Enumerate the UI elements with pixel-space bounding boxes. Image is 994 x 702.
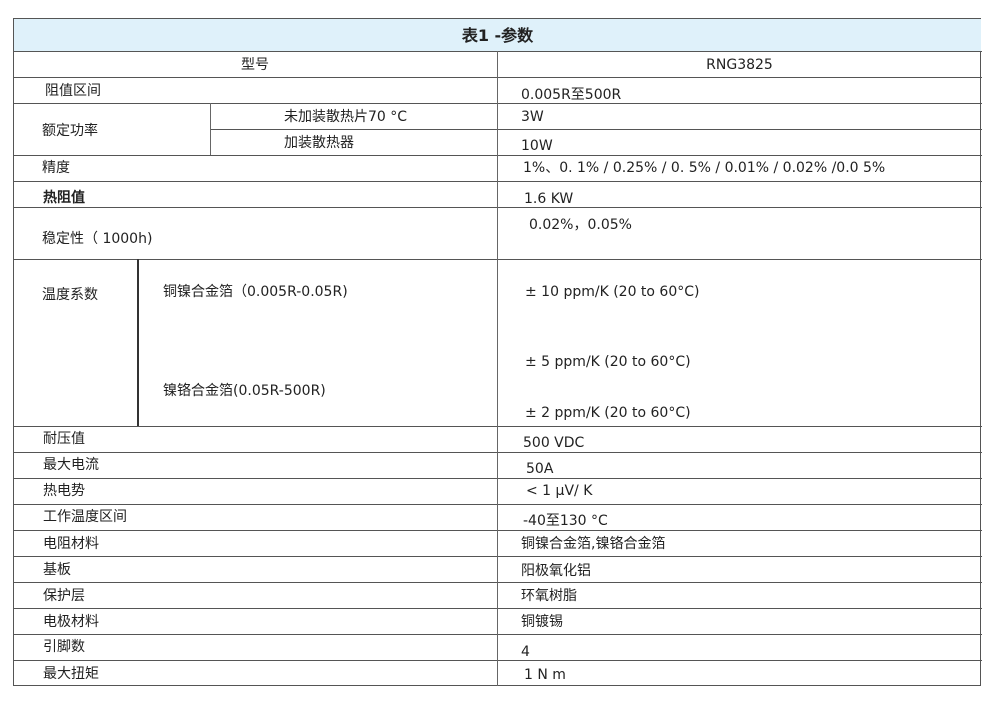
list-value: 50A [526, 461, 554, 477]
tcr-val2: ± 5 ppm/K (20 to 60°C) [525, 354, 691, 370]
power-sub1: 未加装散热片70 °C [284, 109, 408, 125]
list-label: 电阻材料 [43, 536, 99, 552]
list-value: 500 VDC [523, 435, 585, 451]
tcr-sub2: 镍铬合金箔(0.05R-500R) [163, 383, 326, 399]
range-label: 阻值区间 [45, 83, 101, 99]
list-value: 1 N m [524, 667, 566, 683]
column-divider [137, 259, 139, 426]
list-value: 阳极氧化铝 [521, 563, 591, 579]
list-label: 保护层 [43, 588, 85, 604]
list-label: 电极材料 [43, 614, 99, 630]
tcr-val3: ± 2 ppm/K (20 to 60°C) [525, 405, 691, 421]
list-label: 热电势 [43, 483, 85, 499]
list-value: 4 [521, 644, 530, 660]
thermal-label: 热阻值 [43, 190, 85, 206]
tcr-label: 温度系数 [42, 287, 98, 303]
list-label: 基板 [43, 562, 71, 578]
power-label: 额定功率 [42, 123, 98, 139]
table-title: 表1 -参数 [14, 19, 981, 51]
model-value: RNG3825 [706, 57, 773, 73]
list-label: 工作温度区间 [43, 509, 127, 525]
power-val2: 10W [521, 138, 553, 154]
list-value: 铜镀锡 [521, 614, 563, 630]
list-value: 环氧树脂 [521, 588, 577, 604]
precision-label: 精度 [42, 160, 70, 176]
column-divider [210, 103, 211, 155]
list-value: < 1 μV/ K [526, 483, 593, 499]
tcr-sub1: 铜镍合金箔（0.005R-0.05R) [163, 284, 348, 300]
list-value: 铜镍合金箔,镍铬合金箔 [521, 536, 666, 552]
list-label: 引脚数 [43, 639, 85, 655]
column-divider [497, 51, 498, 686]
tcr-val1: ± 10 ppm/K (20 to 60°C) [525, 284, 700, 300]
power-sub2: 加装散热器 [284, 135, 354, 151]
power-val1: 3W [521, 109, 544, 125]
thermal-value: 1.6 KW [524, 191, 574, 207]
list-label: 耐压值 [43, 431, 85, 447]
list-label: 最大扭矩 [43, 666, 99, 682]
model-label: 型号 [241, 57, 269, 73]
list-label: 最大电流 [43, 457, 99, 473]
range-value: 0.005R至500R [521, 87, 622, 103]
precision-value: 1%、0. 1% / 0.25% / 0. 5% / 0.01% / 0.02%… [523, 160, 886, 176]
stability-value: 0.02%，0.05% [529, 217, 632, 233]
list-value: -40至130 °C [523, 513, 608, 529]
divider [210, 129, 982, 130]
stability-label: 稳定性（ 1000h) [42, 231, 153, 247]
